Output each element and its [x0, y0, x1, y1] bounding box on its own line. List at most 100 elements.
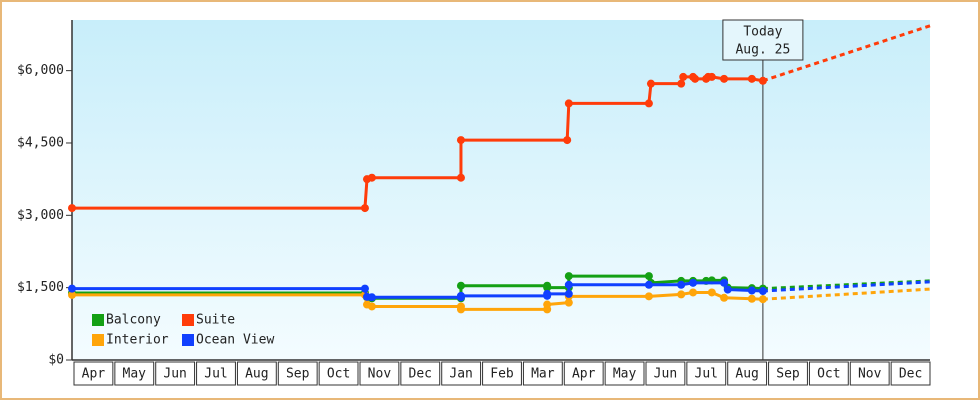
data-point — [644, 292, 653, 301]
y-tick-label: $6,000 — [17, 63, 64, 78]
data-point — [644, 99, 653, 108]
data-point — [68, 284, 76, 293]
x-tick-label: Aug — [245, 367, 268, 382]
legend-label: Balcony — [106, 313, 161, 328]
data-point — [758, 287, 767, 296]
data-point — [723, 285, 732, 294]
month-cell — [196, 361, 236, 386]
legend-label: Interior — [106, 333, 169, 348]
x-tick-label: May — [123, 367, 147, 382]
month-cell — [236, 361, 277, 386]
data-point — [456, 281, 465, 290]
data-point — [677, 280, 686, 289]
data-point — [367, 173, 376, 182]
data-point — [456, 173, 465, 182]
data-point — [456, 136, 465, 145]
forecast-line — [762, 24, 931, 83]
data-point — [707, 72, 716, 81]
data-point — [564, 272, 573, 281]
x-tick-label: Nov — [368, 367, 392, 382]
x-tick-label: Dec — [409, 367, 432, 382]
data-point — [563, 136, 572, 145]
data-point — [720, 74, 729, 83]
month-cell — [522, 361, 563, 386]
data-point — [679, 72, 688, 81]
plot-area — [72, 20, 930, 360]
data-point — [747, 74, 756, 83]
month-cell — [318, 361, 359, 386]
x-tick-label: May — [613, 367, 637, 382]
data-point — [68, 204, 76, 213]
data-point — [677, 290, 686, 299]
month-cell — [73, 361, 114, 386]
data-point — [564, 289, 573, 298]
data-point — [747, 294, 756, 303]
y-tick-label: $4,500 — [17, 135, 64, 150]
month-cell — [155, 361, 196, 386]
x-tick-label: Oct — [817, 367, 840, 382]
data-point — [543, 283, 552, 292]
month-cell — [727, 361, 768, 386]
legend-label: Ocean View — [196, 333, 274, 348]
data-point — [644, 280, 653, 289]
legend-swatch — [182, 334, 194, 346]
x-tick-label: Jul — [695, 367, 718, 382]
month-cell — [604, 361, 645, 386]
data-point — [758, 295, 767, 304]
data-point — [367, 293, 376, 302]
x-tick-label: Feb — [490, 367, 514, 382]
data-point — [564, 99, 573, 108]
y-tick-label: $0 — [48, 353, 64, 368]
x-tick-label: Dec — [899, 367, 922, 382]
legend-swatch — [92, 314, 104, 326]
x-tick-label: Oct — [327, 367, 350, 382]
month-cell — [849, 361, 890, 386]
data-point — [360, 204, 369, 213]
x-tick-label: Nov — [858, 367, 882, 382]
data-point — [720, 293, 729, 302]
x-tick-label: Sep — [776, 367, 800, 382]
x-tick-label: Sep — [286, 367, 310, 382]
data-point — [644, 272, 653, 281]
month-cell — [563, 361, 604, 386]
data-point — [646, 79, 655, 88]
data-point — [677, 79, 686, 88]
today-label: Today — [743, 25, 782, 40]
legend-swatch — [182, 314, 194, 326]
data-point — [689, 278, 698, 287]
month-cell — [359, 361, 400, 386]
month-cell — [441, 361, 482, 386]
y-tick-label: $1,500 — [17, 280, 64, 295]
forecast-line — [762, 280, 931, 293]
forecast-line — [762, 287, 931, 301]
data-point — [707, 288, 716, 297]
month-cell — [645, 361, 686, 386]
data-point — [564, 280, 573, 289]
data-point — [564, 298, 573, 307]
data-point — [68, 290, 76, 299]
y-tick-label: $3,000 — [17, 208, 64, 223]
data-point — [456, 305, 465, 314]
x-tick-label: Mar — [531, 367, 555, 382]
data-point — [367, 302, 376, 311]
month-cell — [890, 361, 931, 386]
x-tick-label: Apr — [572, 367, 596, 382]
data-point — [747, 286, 756, 295]
data-point — [689, 288, 698, 297]
data-point — [360, 284, 369, 293]
month-cell — [114, 361, 155, 386]
legend-swatch — [92, 334, 104, 346]
data-point — [720, 278, 729, 287]
data-point — [456, 291, 465, 300]
month-cell — [686, 361, 727, 386]
month-cell — [768, 361, 808, 386]
month-cell — [400, 361, 441, 386]
legend-label: Suite — [196, 313, 235, 328]
today-box — [722, 19, 804, 61]
x-tick-label: Jan — [449, 367, 472, 382]
x-tick-label: Jun — [163, 367, 186, 382]
data-point — [543, 289, 552, 298]
month-cell — [808, 361, 849, 386]
data-point — [691, 74, 700, 83]
today-label: Aug. 25 — [735, 43, 790, 58]
